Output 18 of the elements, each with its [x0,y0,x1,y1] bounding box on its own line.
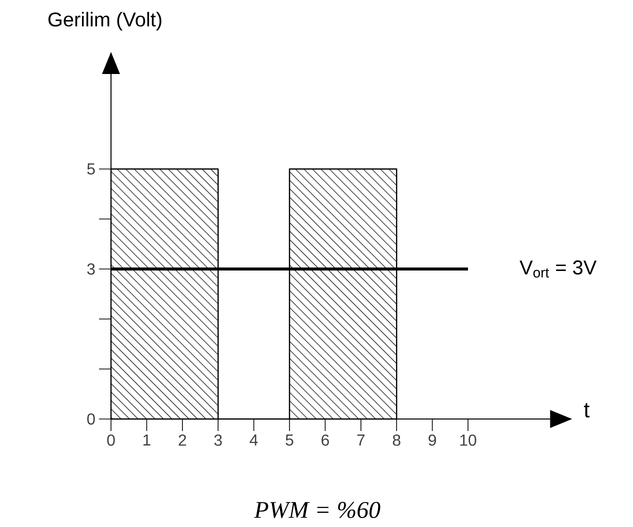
y-tick-label: 5 [87,163,95,175]
x-tick-label: 8 [392,434,400,446]
x-tick-label: 6 [322,434,329,446]
y-tick-label: 0 [87,413,95,425]
x-tick-label: 2 [178,434,186,446]
y-tick-label: 3 [87,263,95,275]
x-tick-label: 3 [214,434,222,446]
x-tick-label: 7 [357,434,365,446]
ref-line-label: V$_{ort}$ = 3V [520,260,597,278]
x-tick-label: 0 [107,434,115,446]
y-axis-title: Gerilim (Volt) [48,12,162,30]
x-tick-label: 9 [428,434,436,446]
x-tick-label: 5 [286,434,294,446]
text: PWM = %60 [254,502,380,518]
x-axis-title: t [584,403,590,418]
x-tick-label: 1 [143,434,150,446]
x-tick-label: 10 [460,434,476,446]
x-tick-label: 4 [250,434,258,446]
